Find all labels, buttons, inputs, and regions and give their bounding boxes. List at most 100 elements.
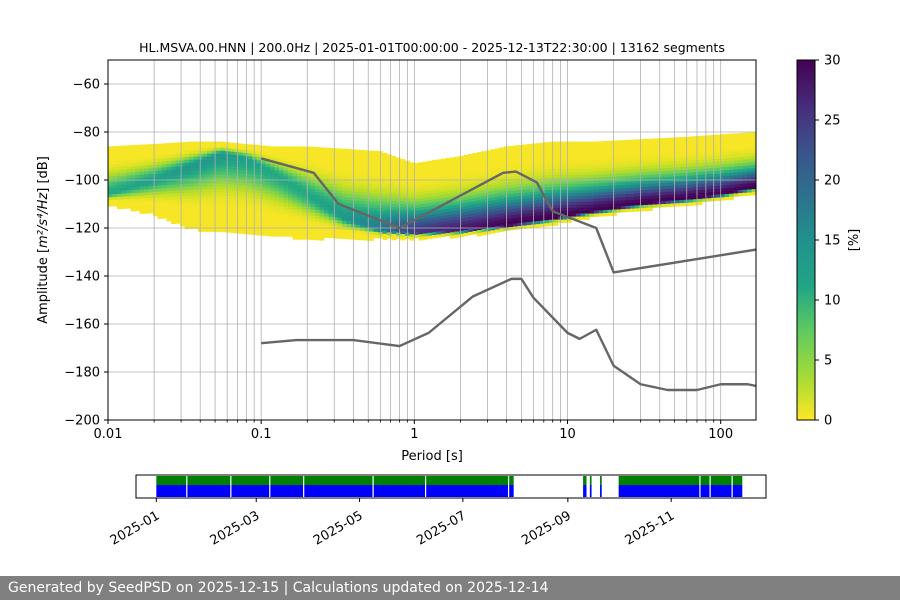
heatmap-cell <box>369 195 374 199</box>
heatmap-cell <box>499 207 505 211</box>
heatmap-cell <box>544 196 550 200</box>
heatmap-cell <box>265 172 271 177</box>
heatmap-cell <box>670 167 676 171</box>
heatmap-cell <box>409 216 415 220</box>
heatmap-cell <box>369 186 374 190</box>
heatmap-cell <box>486 174 491 178</box>
heatmap-cell <box>729 160 734 164</box>
heatmap-cell <box>162 182 167 186</box>
heatmap-cell <box>549 141 554 146</box>
heatmap-cell <box>459 197 464 202</box>
heatmap-cell <box>130 169 136 173</box>
heatmap-cell <box>477 218 482 222</box>
heatmap-cell <box>234 146 239 150</box>
heatmap-cell <box>247 150 253 154</box>
heatmap-cell <box>481 223 487 227</box>
heatmap-cell <box>589 147 595 151</box>
heatmap-cell <box>576 213 581 217</box>
heatmap-cell <box>346 224 352 228</box>
heatmap-cell <box>130 154 136 158</box>
heatmap-cell <box>153 179 158 184</box>
heatmap-cell <box>265 166 271 171</box>
heatmap-cell <box>391 164 397 169</box>
heatmap-cell <box>148 150 154 154</box>
heatmap-cell <box>108 185 113 189</box>
heatmap-cell <box>495 160 500 164</box>
heatmap-cell <box>738 157 743 161</box>
heatmap-cell <box>630 148 635 152</box>
heatmap-cell <box>148 162 154 166</box>
heatmap-cell <box>279 191 284 195</box>
heatmap-cell <box>738 181 743 185</box>
heatmap-cell <box>630 163 635 167</box>
heatmap-cell <box>396 163 401 167</box>
heatmap-cell <box>346 236 352 240</box>
heatmap-cell <box>724 190 730 195</box>
heatmap-cell <box>733 160 739 164</box>
heatmap-cell <box>324 147 329 151</box>
heatmap-cell <box>513 211 518 215</box>
heatmap-cell <box>364 159 370 163</box>
heatmap-cell <box>184 210 190 215</box>
heatmap-cell <box>594 180 599 184</box>
heatmap-cell <box>630 208 635 212</box>
heatmap-cell <box>549 159 554 164</box>
heatmap-cell <box>670 149 676 153</box>
heatmap-cell <box>301 212 307 216</box>
heatmap-cell <box>639 145 644 149</box>
heatmap-cell <box>108 176 113 180</box>
heatmap-cell <box>544 151 550 155</box>
heatmap-cell <box>306 221 311 225</box>
heatmap-cell <box>427 193 433 198</box>
heatmap-cell <box>751 147 756 151</box>
heatmap-cell <box>679 149 685 153</box>
heatmap-cell <box>337 166 343 170</box>
heatmap-cell <box>270 158 275 162</box>
heatmap-cell <box>486 162 491 166</box>
heatmap-cell <box>243 155 248 160</box>
heatmap-cell <box>513 220 518 224</box>
heatmap-cell <box>283 155 289 159</box>
heatmap-cell <box>441 191 446 195</box>
heatmap-cell <box>477 224 482 228</box>
heatmap-cell <box>238 197 244 201</box>
heatmap-cell <box>166 146 172 150</box>
heatmap-cell <box>562 144 568 148</box>
heatmap-cell <box>715 170 721 174</box>
heatmap-cell <box>733 136 739 140</box>
heatmap-cell <box>571 174 577 178</box>
heatmap-cell <box>288 179 293 183</box>
heatmap-cell <box>310 200 316 205</box>
heatmap-cell <box>342 148 347 153</box>
heatmap-cell <box>688 172 694 176</box>
heatmap-cell <box>283 212 289 216</box>
heatmap-cell <box>535 212 541 216</box>
heatmap-cell <box>432 163 437 167</box>
heatmap-cell <box>423 233 428 237</box>
heatmap-cell <box>747 171 752 175</box>
heatmap-cell <box>702 147 707 151</box>
colorbar-label: [%] <box>847 229 862 252</box>
heatmap-cell <box>477 209 482 213</box>
heatmap-cell <box>396 181 401 185</box>
heatmap-cell <box>306 224 311 228</box>
heatmap-cell <box>499 180 505 184</box>
heatmap-cell <box>688 187 694 191</box>
heatmap-cell <box>207 192 212 196</box>
heatmap-cell <box>171 193 176 198</box>
heatmap-cell <box>423 179 428 183</box>
heatmap-cell <box>418 180 424 184</box>
heatmap-cell <box>373 192 379 197</box>
heatmap-cell <box>463 214 469 219</box>
heatmap-cell <box>648 207 653 211</box>
heatmap-cell <box>729 193 734 197</box>
heatmap-cell <box>418 231 424 235</box>
heatmap-cell <box>166 176 172 180</box>
heatmap-cell <box>261 199 266 203</box>
heatmap-cell <box>747 186 752 190</box>
heatmap-cell <box>688 154 694 158</box>
heatmap-cell <box>373 180 379 185</box>
heatmap-cell <box>346 167 352 171</box>
heatmap-cell <box>360 194 365 199</box>
heatmap-cell <box>211 159 217 163</box>
